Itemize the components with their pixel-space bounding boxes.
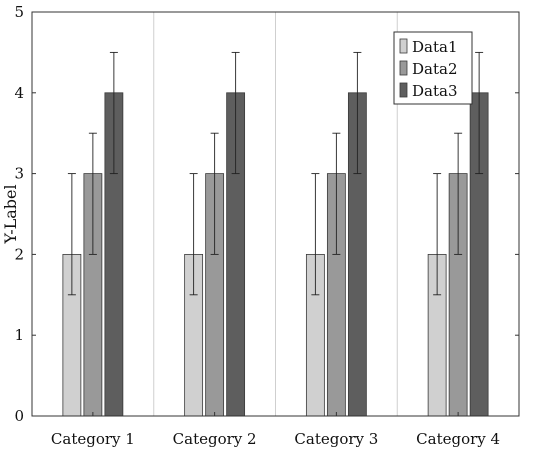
x-tick-label: Category 1 bbox=[51, 430, 135, 448]
legend-label-data3: Data3 bbox=[412, 82, 457, 100]
legend-label-data1: Data1 bbox=[412, 38, 457, 56]
legend-label-data2: Data2 bbox=[412, 60, 457, 78]
error-bar-data1-category-4 bbox=[433, 173, 442, 296]
x-tick-label: Category 3 bbox=[294, 430, 378, 448]
y-tick-label: 0 bbox=[14, 407, 24, 425]
legend-swatch-data2 bbox=[399, 60, 408, 76]
error-bar-data3-category-3 bbox=[353, 51, 362, 175]
legend-swatch-data3 bbox=[399, 82, 408, 98]
x-axis-ticks: Category 1 Category 2 Category 3 Category 4 bbox=[51, 412, 500, 448]
legend: Data1 Data2 Data3 bbox=[393, 31, 473, 105]
y-axis-label: Y-Label bbox=[1, 184, 20, 244]
y-tick-label: 4 bbox=[14, 84, 24, 102]
legend-swatch-data1 bbox=[399, 38, 408, 54]
error-bar-data2-category-4 bbox=[454, 132, 463, 255]
error-bar-data3-category-2 bbox=[231, 51, 240, 175]
y-tick-label: 1 bbox=[14, 326, 24, 344]
error-bar-data1-category-1 bbox=[67, 173, 76, 296]
y-axis-ticks: 0 1 2 3 4 5 bbox=[14, 3, 519, 425]
error-bar-data3-category-4 bbox=[475, 51, 484, 175]
error-bar-data1-category-3 bbox=[311, 173, 320, 296]
error-bar-data3-category-1 bbox=[109, 51, 118, 175]
error-bars bbox=[67, 51, 484, 296]
y-tick-label: 3 bbox=[14, 165, 24, 183]
x-tick-label: Category 4 bbox=[416, 430, 500, 448]
x-tick-label: Category 2 bbox=[173, 430, 257, 448]
error-bar-data2-category-3 bbox=[332, 132, 341, 255]
error-bar-data2-category-2 bbox=[210, 132, 219, 255]
error-bar-data1-category-2 bbox=[189, 173, 198, 296]
y-tick-label: 5 bbox=[14, 3, 24, 21]
plot-frame bbox=[31, 11, 520, 417]
bars bbox=[62, 92, 489, 417]
y-tick-label: 2 bbox=[14, 245, 24, 263]
error-bar-data2-category-1 bbox=[88, 132, 97, 255]
